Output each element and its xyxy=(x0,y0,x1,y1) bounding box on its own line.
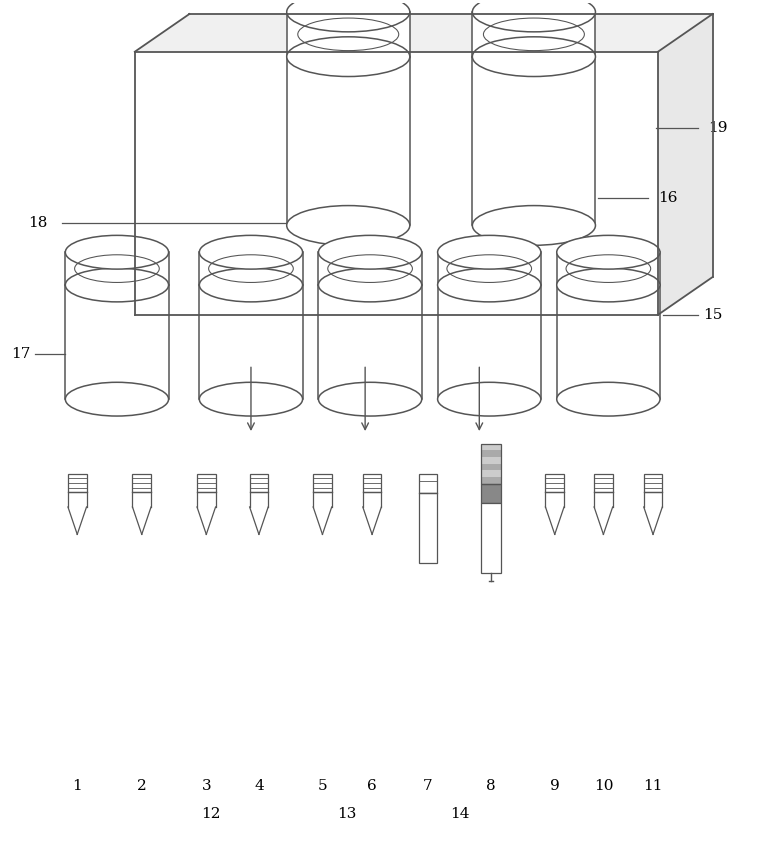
Ellipse shape xyxy=(318,235,422,269)
Polygon shape xyxy=(65,252,169,285)
Polygon shape xyxy=(249,492,268,534)
Polygon shape xyxy=(197,473,216,492)
Polygon shape xyxy=(135,14,713,51)
Ellipse shape xyxy=(472,206,595,246)
Ellipse shape xyxy=(287,0,410,32)
Ellipse shape xyxy=(287,206,410,246)
Ellipse shape xyxy=(472,0,595,32)
Text: 19: 19 xyxy=(708,122,727,135)
Polygon shape xyxy=(249,473,268,492)
Polygon shape xyxy=(68,473,87,492)
Ellipse shape xyxy=(65,235,169,269)
Polygon shape xyxy=(481,444,501,451)
Ellipse shape xyxy=(557,268,660,302)
Polygon shape xyxy=(318,252,422,285)
Text: 14: 14 xyxy=(449,807,469,821)
Ellipse shape xyxy=(199,382,303,416)
Ellipse shape xyxy=(65,268,169,302)
Polygon shape xyxy=(287,57,410,225)
Polygon shape xyxy=(133,492,151,534)
Text: 11: 11 xyxy=(644,779,663,793)
Text: 10: 10 xyxy=(594,779,613,793)
Polygon shape xyxy=(363,473,381,492)
Polygon shape xyxy=(133,473,151,492)
Text: 2: 2 xyxy=(137,779,146,793)
Polygon shape xyxy=(438,285,541,399)
Polygon shape xyxy=(65,285,169,399)
Polygon shape xyxy=(313,492,332,534)
Polygon shape xyxy=(545,492,564,534)
Ellipse shape xyxy=(199,268,303,302)
Text: 17: 17 xyxy=(12,348,31,361)
Text: 9: 9 xyxy=(550,779,560,793)
Polygon shape xyxy=(318,285,422,399)
Text: 8: 8 xyxy=(486,779,496,793)
Polygon shape xyxy=(594,492,613,534)
Polygon shape xyxy=(481,470,501,477)
Polygon shape xyxy=(658,14,713,315)
Text: 15: 15 xyxy=(703,308,722,322)
Polygon shape xyxy=(135,51,658,315)
Polygon shape xyxy=(419,494,436,563)
Ellipse shape xyxy=(438,235,541,269)
Polygon shape xyxy=(644,473,663,492)
Text: 7: 7 xyxy=(423,779,433,793)
Polygon shape xyxy=(594,473,613,492)
Polygon shape xyxy=(199,252,303,285)
Ellipse shape xyxy=(287,37,410,77)
Polygon shape xyxy=(557,285,660,399)
Ellipse shape xyxy=(557,382,660,416)
Polygon shape xyxy=(472,12,595,57)
Polygon shape xyxy=(287,12,410,57)
Text: 18: 18 xyxy=(28,216,48,230)
Ellipse shape xyxy=(472,37,595,77)
Polygon shape xyxy=(481,457,501,463)
Ellipse shape xyxy=(438,382,541,416)
Polygon shape xyxy=(363,492,381,534)
Text: 13: 13 xyxy=(337,807,357,821)
Ellipse shape xyxy=(65,382,169,416)
Ellipse shape xyxy=(438,268,541,302)
Polygon shape xyxy=(481,451,501,457)
Ellipse shape xyxy=(318,268,422,302)
Text: 12: 12 xyxy=(202,807,221,821)
Polygon shape xyxy=(438,252,541,285)
Polygon shape xyxy=(481,503,501,573)
Polygon shape xyxy=(313,473,332,492)
Polygon shape xyxy=(481,484,501,503)
Polygon shape xyxy=(197,492,216,534)
Polygon shape xyxy=(472,57,595,225)
Polygon shape xyxy=(644,492,663,534)
Polygon shape xyxy=(199,285,303,399)
Ellipse shape xyxy=(557,235,660,269)
Polygon shape xyxy=(481,463,501,470)
Polygon shape xyxy=(419,473,436,494)
Polygon shape xyxy=(68,492,87,534)
Text: 6: 6 xyxy=(367,779,377,793)
Ellipse shape xyxy=(199,235,303,269)
Text: 3: 3 xyxy=(202,779,211,793)
Ellipse shape xyxy=(318,382,422,416)
Text: 16: 16 xyxy=(658,191,677,204)
Polygon shape xyxy=(481,477,501,484)
Text: 5: 5 xyxy=(318,779,328,793)
Text: 1: 1 xyxy=(72,779,82,793)
Text: 4: 4 xyxy=(254,779,264,793)
Polygon shape xyxy=(545,473,564,492)
Polygon shape xyxy=(557,252,660,285)
